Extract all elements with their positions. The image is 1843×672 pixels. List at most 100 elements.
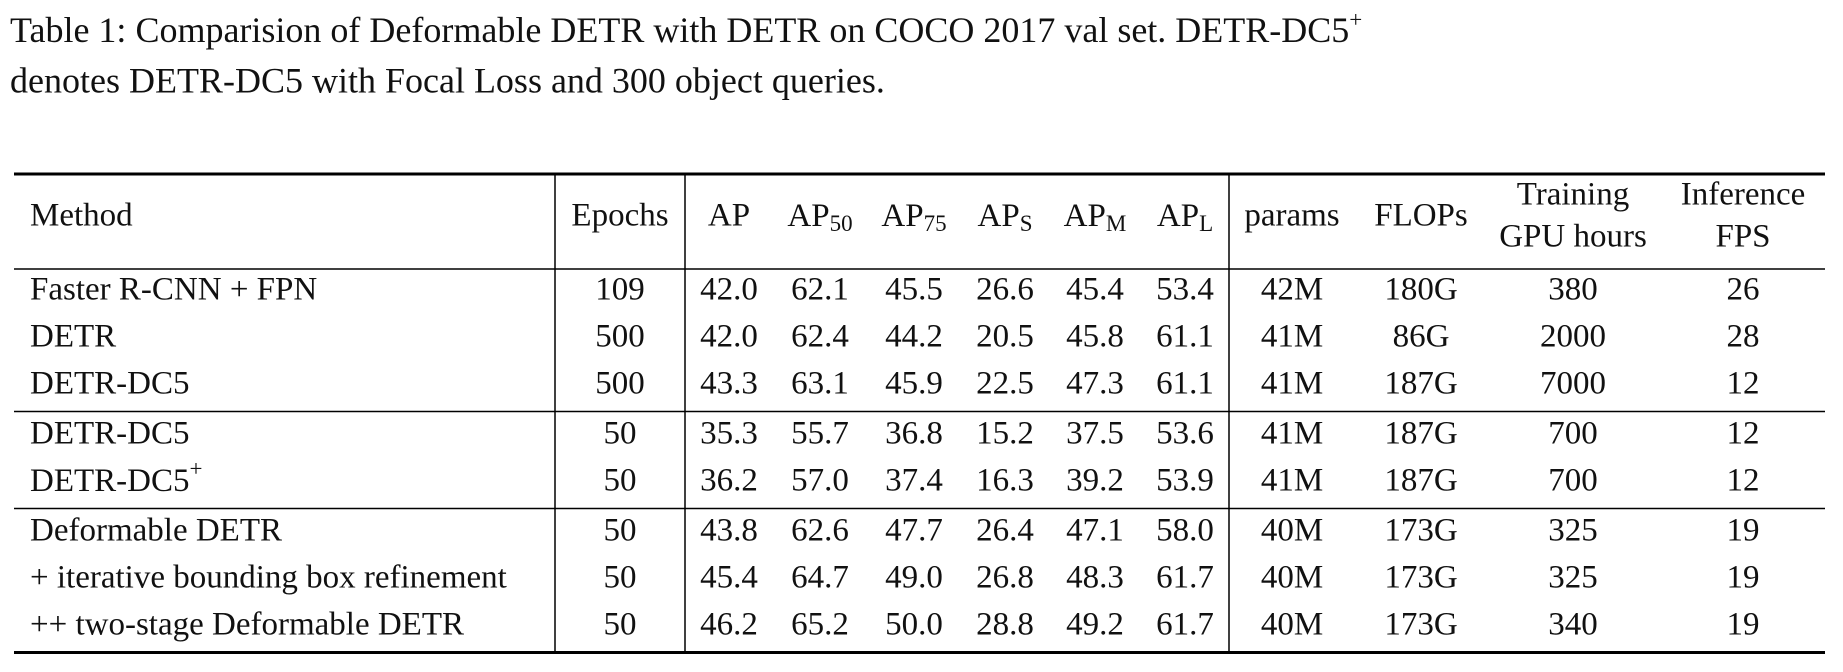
method-cell: ++ two-stage Deformable DETR xyxy=(30,607,464,643)
value-cell: 62.4 xyxy=(791,319,849,355)
value-cell: 44.2 xyxy=(885,319,943,355)
column-header: FPS xyxy=(1715,219,1770,255)
value-cell: 12 xyxy=(1727,416,1760,452)
value-cell: 325 xyxy=(1548,513,1598,549)
column-header: APS xyxy=(978,198,1033,237)
text-span: AP xyxy=(978,198,1020,234)
value-cell: 28 xyxy=(1727,319,1760,355)
column-header: FLOPs xyxy=(1374,198,1468,234)
value-cell: 19 xyxy=(1727,513,1760,549)
value-cell: 50 xyxy=(604,463,637,499)
value-cell: 62.6 xyxy=(791,513,849,549)
method-cell: Deformable DETR xyxy=(30,513,282,549)
value-cell: 48.3 xyxy=(1066,560,1124,596)
value-cell: 41M xyxy=(1261,366,1323,402)
value-cell: 43.3 xyxy=(700,366,758,402)
value-cell: 40M xyxy=(1261,607,1323,643)
value-cell: 109 xyxy=(595,272,645,308)
method-cell: DETR xyxy=(30,319,116,355)
value-cell: 20.5 xyxy=(976,319,1034,355)
value-cell: 12 xyxy=(1727,463,1760,499)
value-cell: 41M xyxy=(1261,319,1323,355)
value-cell: 42M xyxy=(1261,272,1323,308)
value-cell: 173G xyxy=(1384,607,1457,643)
value-cell: 43.8 xyxy=(700,513,758,549)
column-header: Epochs xyxy=(571,198,668,234)
value-cell: 42.0 xyxy=(700,319,758,355)
value-cell: 26.8 xyxy=(976,560,1034,596)
value-cell: 53.6 xyxy=(1156,416,1214,452)
value-cell: 26.4 xyxy=(976,513,1034,549)
value-cell: 173G xyxy=(1384,513,1457,549)
column-header: APM xyxy=(1064,198,1127,237)
text-span: + xyxy=(190,456,203,481)
value-cell: 50 xyxy=(604,416,637,452)
column-header: GPU hours xyxy=(1499,219,1647,255)
text-span: 75 xyxy=(924,211,947,236)
method-cell: + iterative bounding box refinement xyxy=(30,560,507,596)
value-cell: 50 xyxy=(604,607,637,643)
value-cell: 63.1 xyxy=(791,366,849,402)
value-cell: 86G xyxy=(1393,319,1450,355)
value-cell: 500 xyxy=(595,319,645,355)
value-cell: 49.0 xyxy=(885,560,943,596)
value-cell: 26 xyxy=(1727,272,1760,308)
value-cell: 26.6 xyxy=(976,272,1034,308)
value-cell: 340 xyxy=(1548,607,1598,643)
column-header: AP75 xyxy=(881,198,946,237)
text-span: AP xyxy=(1064,198,1106,234)
value-cell: 40M xyxy=(1261,513,1323,549)
value-cell: 2000 xyxy=(1540,319,1606,355)
value-cell: 47.3 xyxy=(1066,366,1124,402)
value-cell: 64.7 xyxy=(791,560,849,596)
value-cell: 35.3 xyxy=(700,416,758,452)
text-span: 50 xyxy=(830,211,853,236)
value-cell: 50 xyxy=(604,560,637,596)
value-cell: 700 xyxy=(1548,463,1598,499)
value-cell: 41M xyxy=(1261,463,1323,499)
value-cell: 28.8 xyxy=(976,607,1034,643)
text-span: M xyxy=(1106,211,1126,236)
value-cell: 173G xyxy=(1384,560,1457,596)
value-cell: 325 xyxy=(1548,560,1598,596)
caption-line: Table 1: Comparision of Deformable DETR … xyxy=(10,7,1362,50)
value-cell: 65.2 xyxy=(791,607,849,643)
value-cell: 61.7 xyxy=(1156,607,1214,643)
column-header: AP50 xyxy=(787,198,852,237)
column-header: AP xyxy=(708,198,750,234)
value-cell: 55.7 xyxy=(791,416,849,452)
value-cell: 7000 xyxy=(1540,366,1606,402)
text-span: S xyxy=(1020,211,1033,236)
value-cell: 62.1 xyxy=(791,272,849,308)
value-cell: 41M xyxy=(1261,416,1323,452)
value-cell: 57.0 xyxy=(791,463,849,499)
value-cell: 61.1 xyxy=(1156,366,1214,402)
value-cell: 36.8 xyxy=(885,416,943,452)
value-cell: 45.9 xyxy=(885,366,943,402)
value-cell: 15.2 xyxy=(976,416,1034,452)
value-cell: 37.4 xyxy=(885,463,943,499)
text-span: Table 1: Comparision of Deformable DETR … xyxy=(10,10,1349,50)
text-span: AP xyxy=(1157,198,1199,234)
column-header: APL xyxy=(1157,198,1213,237)
value-cell: 45.4 xyxy=(700,560,758,596)
value-cell: 42.0 xyxy=(700,272,758,308)
value-cell: 53.9 xyxy=(1156,463,1214,499)
value-cell: 180G xyxy=(1384,272,1457,308)
column-header: params xyxy=(1244,198,1339,234)
value-cell: 50 xyxy=(604,513,637,549)
value-cell: 700 xyxy=(1548,416,1598,452)
value-cell: 45.5 xyxy=(885,272,943,308)
text-span: + xyxy=(1349,7,1362,32)
method-cell: Faster R-CNN + FPN xyxy=(30,272,317,308)
value-cell: 39.2 xyxy=(1066,463,1124,499)
value-cell: 187G xyxy=(1384,416,1457,452)
value-cell: 49.2 xyxy=(1066,607,1124,643)
value-cell: 22.5 xyxy=(976,366,1034,402)
value-cell: 46.2 xyxy=(700,607,758,643)
value-cell: 47.1 xyxy=(1066,513,1124,549)
value-cell: 45.8 xyxy=(1066,319,1124,355)
value-cell: 37.5 xyxy=(1066,416,1124,452)
text-span: AP xyxy=(881,198,923,234)
